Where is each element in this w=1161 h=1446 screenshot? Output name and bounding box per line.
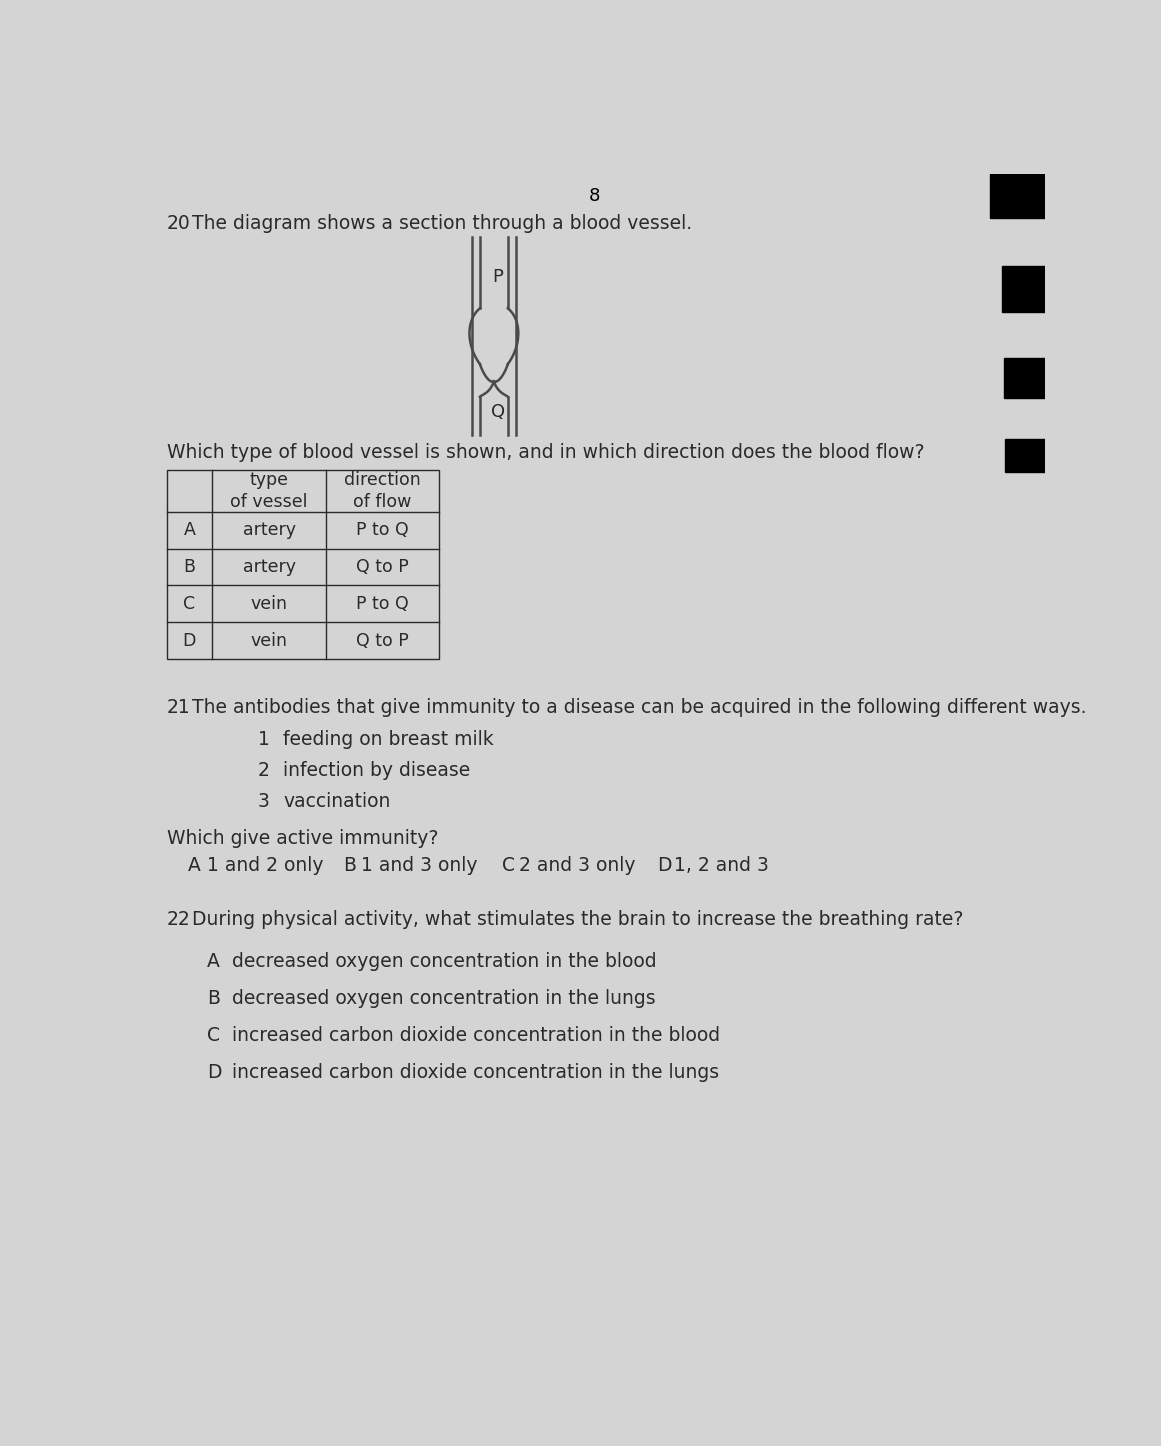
Text: 2 and 3 only: 2 and 3 only [519, 856, 636, 875]
Text: Q: Q [491, 403, 505, 421]
Text: increased carbon dioxide concentration in the lungs: increased carbon dioxide concentration i… [232, 1063, 719, 1082]
Bar [1005, 440, 1045, 471]
Text: vein: vein [251, 632, 288, 649]
Text: The diagram shows a section through a blood vessel.: The diagram shows a section through a bl… [192, 214, 692, 233]
Text: A: A [183, 521, 195, 539]
Text: Q to P: Q to P [356, 558, 409, 576]
Text: C: C [207, 1025, 221, 1045]
Text: B: B [183, 558, 195, 576]
Text: Q to P: Q to P [356, 632, 409, 649]
Text: D: D [207, 1063, 222, 1082]
Text: D: D [657, 856, 671, 875]
Text: type
of vessel: type of vessel [230, 470, 308, 510]
Text: 1: 1 [258, 730, 269, 749]
Text: 1 and 3 only: 1 and 3 only [361, 856, 477, 875]
Text: 2: 2 [258, 761, 269, 779]
Text: 21: 21 [167, 698, 190, 717]
Text: Which type of blood vessel is shown, and in which direction does the blood flow?: Which type of blood vessel is shown, and… [167, 442, 924, 463]
Text: A: A [207, 951, 219, 972]
Text: infection by disease: infection by disease [283, 761, 470, 779]
Text: B: B [342, 856, 355, 875]
Text: decreased oxygen concentration in the blood: decreased oxygen concentration in the bl… [232, 951, 657, 972]
Text: P to Q: P to Q [356, 521, 409, 539]
Bar [1004, 359, 1045, 398]
Text: feeding on breast milk: feeding on breast milk [283, 730, 493, 749]
Bar [1002, 266, 1045, 312]
Text: 8: 8 [589, 188, 600, 205]
Text: During physical activity, what stimulates the brain to increase the breathing ra: During physical activity, what stimulate… [192, 910, 962, 928]
Text: artery: artery [243, 521, 296, 539]
Text: Which give active immunity?: Which give active immunity? [167, 829, 438, 847]
Text: The antibodies that give immunity to a disease can be acquired in the following : The antibodies that give immunity to a d… [192, 698, 1087, 717]
Text: artery: artery [243, 558, 296, 576]
Text: 20: 20 [167, 214, 190, 233]
Text: A: A [188, 856, 201, 875]
Text: 1, 2 and 3: 1, 2 and 3 [675, 856, 770, 875]
Text: direction
of flow: direction of flow [345, 470, 421, 510]
Text: vein: vein [251, 594, 288, 613]
Text: C: C [183, 594, 195, 613]
Text: 3: 3 [258, 792, 269, 811]
Bar [167, 470, 439, 659]
Text: 1 and 2 only: 1 and 2 only [207, 856, 324, 875]
Text: decreased oxygen concentration in the lungs: decreased oxygen concentration in the lu… [232, 989, 656, 1008]
Text: 22: 22 [167, 910, 190, 928]
Text: D: D [182, 632, 196, 649]
Text: C: C [502, 856, 514, 875]
Text: P to Q: P to Q [356, 594, 409, 613]
Text: B: B [207, 989, 221, 1008]
Text: P: P [492, 269, 503, 286]
Text: vaccination: vaccination [283, 792, 390, 811]
Text: increased carbon dioxide concentration in the blood: increased carbon dioxide concentration i… [232, 1025, 720, 1045]
Bar [990, 174, 1045, 218]
